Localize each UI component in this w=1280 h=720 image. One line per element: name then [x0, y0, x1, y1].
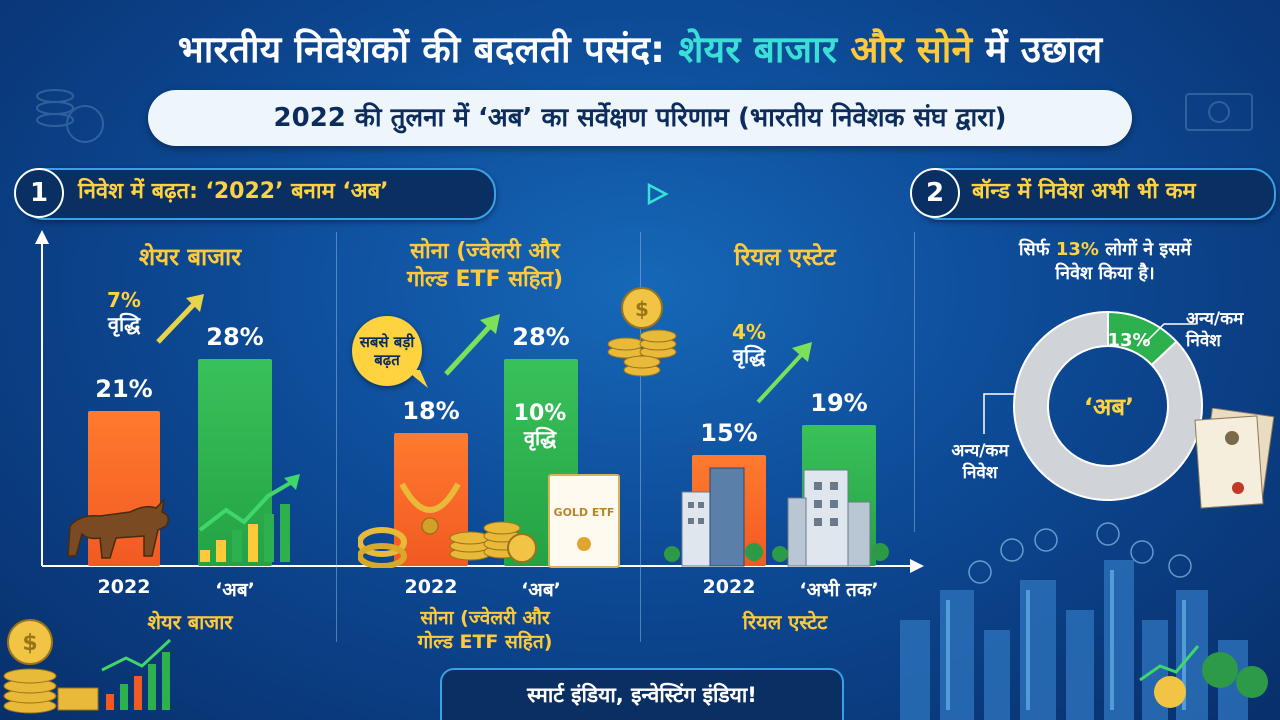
column-divider-1	[336, 232, 337, 642]
growth-shares: 7% वृद्धि	[92, 288, 156, 336]
buildings-icon	[664, 467, 889, 567]
donut-legend-left: अन्य/कम निवेश	[951, 441, 1009, 483]
svg-text:$: $	[22, 631, 37, 656]
growth-gold-value: 10%	[513, 401, 567, 426]
coins-icon	[36, 89, 104, 143]
growth-chart-icon	[198, 474, 300, 562]
gold-jewellery-icon	[358, 482, 537, 568]
bull-icon	[67, 497, 169, 559]
growth-realestate-value: 4%	[732, 320, 766, 344]
seal-icon	[577, 537, 591, 551]
growth-shares-value: 7%	[107, 288, 141, 312]
donut-chart	[1013, 310, 1203, 501]
x-label-shares-2022: 2022	[97, 576, 151, 598]
donut-slice-label: 13%	[1107, 330, 1151, 351]
column-divider-2	[640, 232, 641, 642]
cash-icon	[1185, 93, 1253, 131]
section1-number: 1	[14, 168, 64, 218]
growth-arrow-icon	[756, 342, 812, 404]
leader-line	[1143, 323, 1196, 345]
col-title-gold: सोना (ज्वेलरी और गोल्ड ETF सहित)	[406, 239, 564, 292]
gold-coins-icon: $	[607, 287, 677, 377]
x-category-gold: सोना (ज्वेलरी और गोल्ड ETF सहित)	[417, 607, 553, 653]
leader-line	[983, 393, 1016, 434]
title-part3: और सोने	[850, 28, 973, 71]
donut-center-label: ‘अब’	[1083, 393, 1135, 421]
title-part2: शेयर बाजार	[678, 28, 838, 71]
footer-banner: स्मार्ट इंडिया, इन्वेस्टिंग इंडिया!	[440, 668, 844, 720]
value-label: 28%	[206, 322, 264, 351]
donut-legend-right: अन्य/कम निवेश	[1186, 309, 1244, 351]
donut-slice-rest	[1013, 310, 1203, 501]
value-label: 21%	[95, 374, 153, 403]
growth-shares-label: वृद्धि	[107, 312, 141, 336]
value-label: 15%	[700, 419, 758, 447]
pie-caption-line1: सिर्फ 13% लोगों ने इसमें	[940, 238, 1270, 262]
gold-etf-card: GOLD ETF	[548, 474, 620, 568]
growth-gold: 10% वृद्धि	[508, 401, 572, 451]
growth-gold-label: वृद्धि	[523, 426, 557, 450]
value-label: 18%	[402, 396, 460, 425]
section1-header	[20, 168, 496, 220]
x-category-realestate: रियल एस्टेट	[742, 610, 828, 634]
growth-realestate: 4% वृद्धि	[718, 320, 780, 368]
bubble-tail	[406, 370, 428, 388]
growth-arrow-icon	[444, 314, 500, 376]
x-label-shares-now: ‘अब’	[215, 579, 255, 601]
biggest-rise-bubble: सबसे बड़ी बढ़त	[352, 316, 422, 386]
section2-label: बॉन्ड में निवेश अभी भी कम	[972, 179, 1196, 204]
pie-caption: सिर्फ 13% लोगों ने इसमें निवेश किया है।	[940, 238, 1270, 286]
x-label-realestate-2022: 2022	[702, 576, 756, 598]
bond-certificate-icon	[1194, 408, 1275, 509]
x-label-gold-2022: 2022	[404, 576, 458, 598]
x-category-shares: शेयर बाजार	[147, 610, 233, 634]
section1-label: निवेश में बढ़त: ‘2022’ बनाम ‘अब’	[78, 179, 389, 204]
title-part4: में उछाल	[985, 28, 1103, 71]
col-title-shares: शेयर बाजार	[138, 243, 242, 271]
x-label-gold-now: ‘अब’	[521, 579, 561, 601]
growth-realestate-label: वृद्धि	[732, 344, 766, 368]
col-title-realestate: रियल एस्टेट	[734, 243, 836, 271]
play-icon	[647, 182, 669, 206]
value-label: 19%	[810, 389, 868, 418]
pie-caption-line2: निवेश किया है।	[1055, 263, 1155, 284]
value-label: 28%	[512, 322, 570, 351]
money-stack-icon: $	[3, 619, 172, 714]
pie-caption-pct: 13%	[1055, 239, 1099, 260]
city-skyline-illustration	[900, 522, 1268, 720]
column-divider-3	[914, 232, 915, 532]
svg-text:$: $	[635, 297, 649, 321]
pie-caption-start: सिर्फ	[1018, 239, 1056, 260]
gold-etf-label: GOLD ETF	[553, 506, 615, 519]
x-label-realestate-now: ‘अभी तक’	[799, 579, 879, 601]
title-part1: भारतीय निवेशकों की बदलती पसंद:	[177, 28, 666, 71]
section2-number: 2	[910, 168, 960, 218]
pie-caption-end: लोगों ने इसमें	[1098, 239, 1192, 260]
growth-arrow-icon	[156, 294, 204, 344]
section2-header	[916, 168, 1276, 220]
chart-axes	[35, 230, 924, 573]
page-title: भारतीय निवेशकों की बदलती पसंद: शेयर बाजा…	[0, 22, 1280, 73]
subtitle-banner: 2022 की तुलना में ‘अब’ का सर्वेक्षण परिण…	[148, 90, 1132, 146]
